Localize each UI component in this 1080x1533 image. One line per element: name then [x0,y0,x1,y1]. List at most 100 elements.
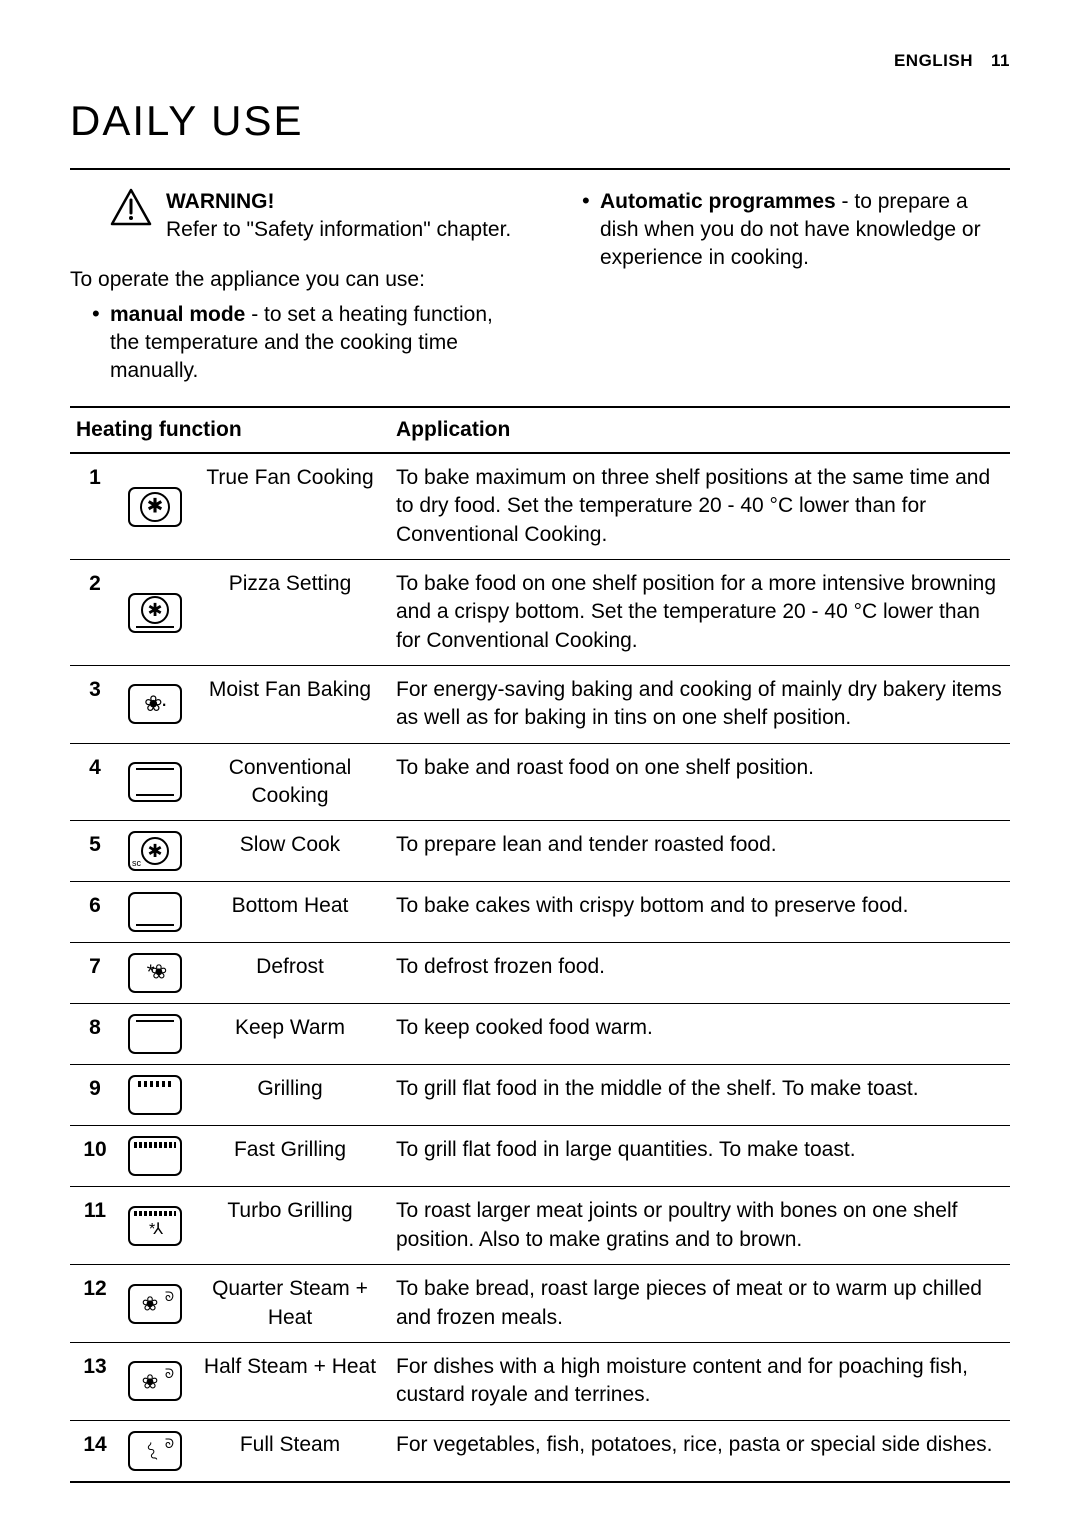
mode-list-left: manual mode - to set a heating function,… [70,301,520,386]
row-number: 4 [70,743,120,821]
table-row: 12 Quarter Steam + HeatTo bake bread, roa… [70,1265,1010,1343]
section-divider [70,168,1010,170]
table-row: 11 Turbo GrillingTo roast larger meat joi… [70,1187,1010,1265]
row-application: To defrost frozen food. [390,943,1010,1004]
row-icon-cell [120,560,190,666]
mode-list-right: Automatic programmes - to prepare a dish… [560,188,1010,273]
row-function-name: Pizza Setting [190,560,390,666]
table-row: 8Keep WarmTo keep cooked food warm. [70,1004,1010,1065]
row-application: To bake food on one shelf position for a… [390,560,1010,666]
row-number: 13 [70,1342,120,1420]
function-icon-conv [128,762,182,802]
row-icon-cell [120,743,190,821]
table-row: 3 Moist Fan BakingFor energy-saving bakin… [70,666,1010,744]
row-number: 5 [70,821,120,882]
row-number: 10 [70,1126,120,1187]
row-application: To bake maximum on three shelf positions… [390,453,1010,560]
mode-manual: manual mode - to set a heating function,… [92,301,520,386]
warning-body: Refer to "Safety information" chapter. [166,218,511,241]
row-icon-cell [120,943,190,1004]
row-function-name: Defrost [190,943,390,1004]
row-application: For dishes with a high moisture content … [390,1342,1010,1420]
function-icon-slow: sc [128,831,182,871]
row-function-name: Turbo Grilling [190,1187,390,1265]
row-number: 11 [70,1187,120,1265]
row-application: To bake and roast food on one shelf posi… [390,743,1010,821]
row-function-name: Keep Warm [190,1004,390,1065]
warning-label: WARNING! [166,190,275,213]
row-number: 1 [70,453,120,560]
table-row: 6Bottom HeatTo bake cakes with crispy bo… [70,882,1010,943]
table-row: 13 Half Steam + HeatFor dishes with a hig… [70,1342,1010,1420]
row-function-name: Full Steam [190,1420,390,1482]
table-row: 7 DefrostTo defrost frozen food. [70,943,1010,1004]
heating-functions-table: Heating function Application 1 True Fan C… [70,406,1010,1483]
mode-auto-bold: Automatic programmes [600,190,836,213]
row-icon-cell [120,1004,190,1065]
table-row: 2 Pizza SettingTo bake food on one shelf … [70,560,1010,666]
function-icon-grill [128,1075,182,1115]
warning-block: WARNING! Refer to "Safety information" c… [110,188,520,245]
function-icon-fsteam [128,1431,182,1471]
row-number: 14 [70,1420,120,1482]
row-number: 2 [70,560,120,666]
row-application: To keep cooked food warm. [390,1004,1010,1065]
th-application: Application [390,407,1010,453]
section-title: DAILY USE [70,93,1010,150]
header-lang: ENGLISH [894,50,973,73]
page-header: ENGLISH 11 [70,50,1010,73]
row-number: 6 [70,882,120,943]
row-icon-cell: sc [120,821,190,882]
row-icon-cell [120,1420,190,1482]
row-number: 9 [70,1065,120,1126]
function-icon-turbo [128,1206,182,1246]
row-icon-cell [120,882,190,943]
row-icon-cell [120,1126,190,1187]
row-icon-cell [120,1265,190,1343]
function-icon-qsteam [128,1284,182,1324]
row-icon-cell [120,666,190,744]
row-application: For energy-saving baking and cooking of … [390,666,1010,744]
row-function-name: Half Steam + Heat [190,1342,390,1420]
row-application: To roast larger meat joints or poultry w… [390,1187,1010,1265]
row-number: 12 [70,1265,120,1343]
function-icon-fan [128,487,182,527]
function-icon-defrost [128,953,182,993]
row-number: 3 [70,666,120,744]
table-row: 14 Full SteamFor vegetables, fish, potato… [70,1420,1010,1482]
function-icon-fastgrill [128,1136,182,1176]
table-row: 1 True Fan CookingTo bake maximum on thre… [70,453,1010,560]
intro-columns: WARNING! Refer to "Safety information" c… [70,188,1010,392]
row-function-name: Slow Cook [190,821,390,882]
row-function-name: Quarter Steam + Heat [190,1265,390,1343]
row-function-name: Fast Grilling [190,1126,390,1187]
row-icon-cell [120,1065,190,1126]
warning-icon [110,188,152,226]
row-function-name: Moist Fan Baking [190,666,390,744]
row-application: For vegetables, fish, potatoes, rice, pa… [390,1420,1010,1482]
function-icon-pizza [128,593,182,633]
header-page: 11 [991,50,1010,73]
row-application: To grill flat food in large quantities. … [390,1126,1010,1187]
row-application: To bake cakes with crispy bottom and to … [390,882,1010,943]
row-application: To bake bread, roast large pieces of mea… [390,1265,1010,1343]
function-icon-bottom [128,892,182,932]
row-icon-cell [120,1342,190,1420]
row-icon-cell [120,453,190,560]
row-function-name: Grilling [190,1065,390,1126]
warning-text: WARNING! Refer to "Safety information" c… [166,188,520,245]
table-row: 5scSlow CookTo prepare lean and tender r… [70,821,1010,882]
row-function-name: True Fan Cooking [190,453,390,560]
row-application: To prepare lean and tender roasted food. [390,821,1010,882]
row-function-name: Conventional Cooking [190,743,390,821]
row-number: 7 [70,943,120,1004]
row-icon-cell [120,1187,190,1265]
table-row: 10 Fast GrillingTo grill flat food in lar… [70,1126,1010,1187]
row-application: To grill flat food in the middle of the … [390,1065,1010,1126]
mode-manual-bold: manual mode [110,303,245,326]
function-icon-keepwarm [128,1014,182,1054]
right-column: Automatic programmes - to prepare a dish… [560,188,1010,392]
th-function: Heating function [70,407,390,453]
intro-text: To operate the appliance you can use: [70,266,520,294]
table-row: 4 Conventional CookingTo bake and roast f… [70,743,1010,821]
